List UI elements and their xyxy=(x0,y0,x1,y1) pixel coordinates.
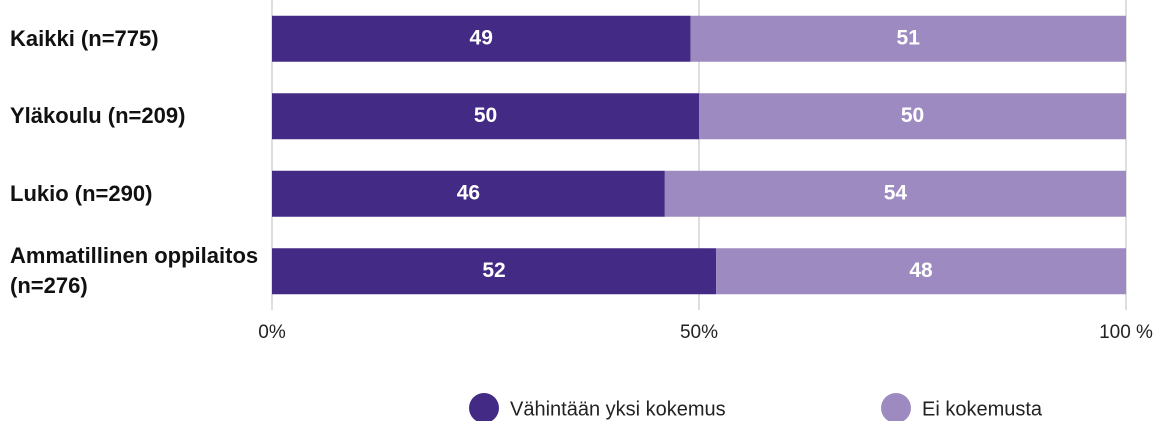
legend-label: Ei kokemusta xyxy=(922,398,1043,420)
category-label: Yläkoulu (n=209) xyxy=(10,103,186,129)
value-label: 54 xyxy=(884,181,908,204)
bar-segment xyxy=(272,170,665,217)
x-tick-label: 0% xyxy=(258,322,286,343)
x-tick-label: 100 % xyxy=(1099,322,1153,343)
value-label: 48 xyxy=(909,259,933,282)
value-label: 50 xyxy=(901,104,924,127)
bar-segment xyxy=(272,15,691,62)
value-label: 52 xyxy=(482,259,505,282)
bar-segment xyxy=(272,248,717,295)
bar-segment xyxy=(716,248,1126,295)
category-label: Kaikki (n=775) xyxy=(10,25,159,51)
bar-segment xyxy=(699,93,1126,140)
value-label: 51 xyxy=(897,26,921,49)
legend-swatch xyxy=(469,393,499,421)
bar-segment xyxy=(272,93,699,140)
value-label: 50 xyxy=(474,104,497,127)
category-label: Lukio (n=290) xyxy=(10,180,153,206)
legend-label: Vähintään yksi kokemus xyxy=(510,398,726,420)
bar-segment xyxy=(690,15,1126,62)
value-label: 46 xyxy=(457,181,480,204)
value-label: 49 xyxy=(470,26,493,49)
category-label: Ammatillinen oppilaitos (n=276) xyxy=(10,243,259,299)
x-tick-label: 50% xyxy=(680,322,718,343)
bar-segment xyxy=(664,170,1126,217)
legend-swatch xyxy=(881,393,911,421)
